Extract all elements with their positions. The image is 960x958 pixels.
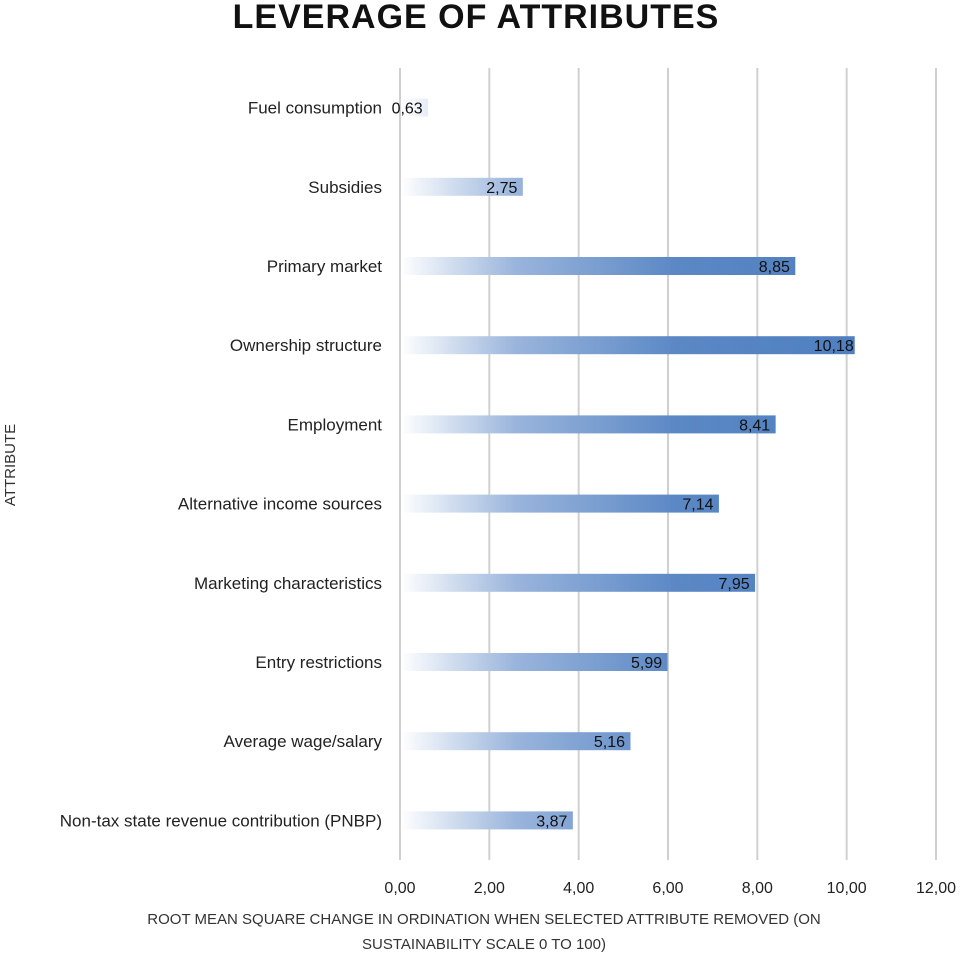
data-label: 10,18: [814, 338, 854, 355]
data-label: 8,85: [759, 259, 790, 276]
category-label: Ownership structure: [230, 336, 382, 355]
bar: [402, 811, 573, 830]
x-tick-label: 4,00: [563, 880, 594, 897]
chart-title: LEVERAGE OF ATTRIBUTES: [233, 0, 720, 36]
bar: [402, 177, 523, 196]
gridlines: [399, 68, 937, 860]
data-label: 8,41: [739, 417, 770, 434]
x-axis-title-line-1: ROOT MEAN SQUARE CHANGE IN ORDINATION WH…: [147, 911, 820, 928]
bar: [402, 494, 719, 513]
y-axis-title: ATTRIBUTE: [2, 424, 19, 506]
category-label: Primary market: [267, 257, 383, 276]
category-label: Alternative income sources: [178, 495, 382, 514]
data-label: 5,99: [631, 655, 662, 672]
category-label: Fuel consumption: [248, 99, 382, 118]
x-tick-label: 6,00: [652, 880, 683, 897]
category-label: Subsidies: [308, 178, 382, 197]
category-label: Average wage/salary: [224, 732, 383, 751]
category-label: Non-tax state revenue contribution (PNBP…: [60, 811, 382, 830]
x-tick-label: 0,00: [384, 880, 415, 897]
category-label: Entry restrictions: [255, 653, 382, 672]
bar: [402, 257, 796, 275]
data-labels: 0,63 2,75 8,85 10,18 8,41 7,14 7,95 5,99 5,16 3,8…: [392, 101, 854, 831]
data-label: 7,14: [682, 497, 713, 514]
bar: [402, 732, 631, 751]
x-tick-labels: 0,00 2,00 4,00 6,00 8,00 10,00 12,00: [384, 880, 956, 897]
bar: [402, 573, 756, 592]
category-label: Employment: [288, 415, 383, 434]
x-axis-title-line-2: SUSTAINABILITY SCALE 0 TO 100): [362, 936, 606, 953]
x-tick-label: 10,00: [827, 880, 867, 897]
category-label: Marketing characteristics: [194, 574, 382, 593]
category-labels: Fuel consumption Subsidies Primary market O…: [60, 99, 383, 831]
bar: [402, 653, 668, 671]
data-label: 5,16: [594, 734, 625, 751]
x-tick-label: 12,00: [916, 880, 956, 897]
x-tick-label: 2,00: [474, 880, 505, 897]
data-label: 2,75: [486, 180, 517, 197]
bars: [402, 98, 855, 830]
bar: [402, 415, 776, 434]
data-label: 0,63: [392, 101, 423, 118]
bar: [402, 98, 429, 117]
data-label: 7,95: [719, 576, 750, 593]
x-tick-label: 8,00: [742, 880, 773, 897]
data-label: 3,87: [536, 813, 567, 830]
bar: [402, 336, 855, 355]
